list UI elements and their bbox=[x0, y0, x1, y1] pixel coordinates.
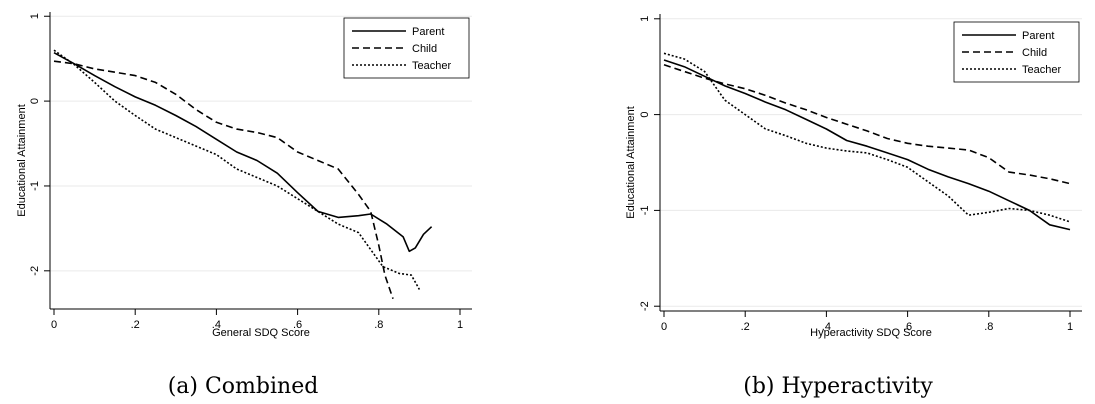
x-tick-label: .2 bbox=[741, 321, 750, 333]
chart-combined: -2 -1 0 1 0 .2 .4 .6 .8 1 General SDQ Score Educati… bbox=[16, 12, 472, 339]
y-tick-label: -1 bbox=[29, 181, 41, 191]
x-tick-label: .4 bbox=[822, 321, 831, 333]
x-tick-label: .2 bbox=[131, 319, 140, 331]
legend-label: Parent bbox=[412, 26, 444, 38]
y-tick-label: 0 bbox=[29, 98, 41, 104]
x-tick-label: .8 bbox=[984, 321, 993, 333]
x-axis-title: General SDQ Score bbox=[212, 327, 310, 339]
x-tick-label: 1 bbox=[1067, 321, 1073, 333]
chart-hyperactivity: -2 -1 0 1 0 .2 .4 .6 .8 1 Hyperactivity SDQ Score E… bbox=[625, 14, 1082, 339]
x-tick-label: .6 bbox=[293, 319, 302, 331]
caption-combined: (a) Combined bbox=[168, 374, 319, 399]
y-tick-label: -1 bbox=[639, 206, 651, 216]
series-line-parent bbox=[663, 59, 1071, 231]
series-line-teacher bbox=[53, 49, 421, 290]
y-tick-label: 1 bbox=[29, 13, 41, 19]
x-axis-title: Hyperactivity SDQ Score bbox=[810, 327, 932, 339]
y-tick-label: 0 bbox=[639, 112, 651, 118]
y-tick-label: -2 bbox=[639, 301, 651, 311]
y-tick-label: -2 bbox=[29, 266, 41, 276]
legend: Parent Child Teacher bbox=[343, 17, 470, 79]
series-line-teacher bbox=[663, 52, 1071, 223]
series-line-child bbox=[53, 60, 394, 300]
series-line-parent bbox=[53, 51, 433, 253]
y-axis-title: Educational Attainment bbox=[16, 104, 28, 217]
x-tick-label: .4 bbox=[212, 319, 221, 331]
series-line-child bbox=[663, 64, 1071, 185]
x-tick-label: 0 bbox=[51, 319, 57, 331]
y-axis-title: Educational Attainment bbox=[625, 106, 637, 219]
legend-label: Teacher bbox=[412, 60, 451, 72]
y-tick-label: 1 bbox=[639, 16, 651, 22]
legend-label: Child bbox=[1022, 47, 1047, 59]
x-tick-label: .8 bbox=[374, 319, 383, 331]
caption-hyperactivity: (b) Hyperactivity bbox=[743, 374, 933, 399]
legend-label: Teacher bbox=[1022, 64, 1061, 76]
legend-label: Child bbox=[412, 43, 437, 55]
x-tick-label: 1 bbox=[457, 319, 463, 331]
x-tick-label: 0 bbox=[661, 321, 667, 333]
x-tick-label: .6 bbox=[903, 321, 912, 333]
legend-label: Parent bbox=[1022, 30, 1054, 42]
legend: Parent Child Teacher bbox=[953, 21, 1080, 83]
